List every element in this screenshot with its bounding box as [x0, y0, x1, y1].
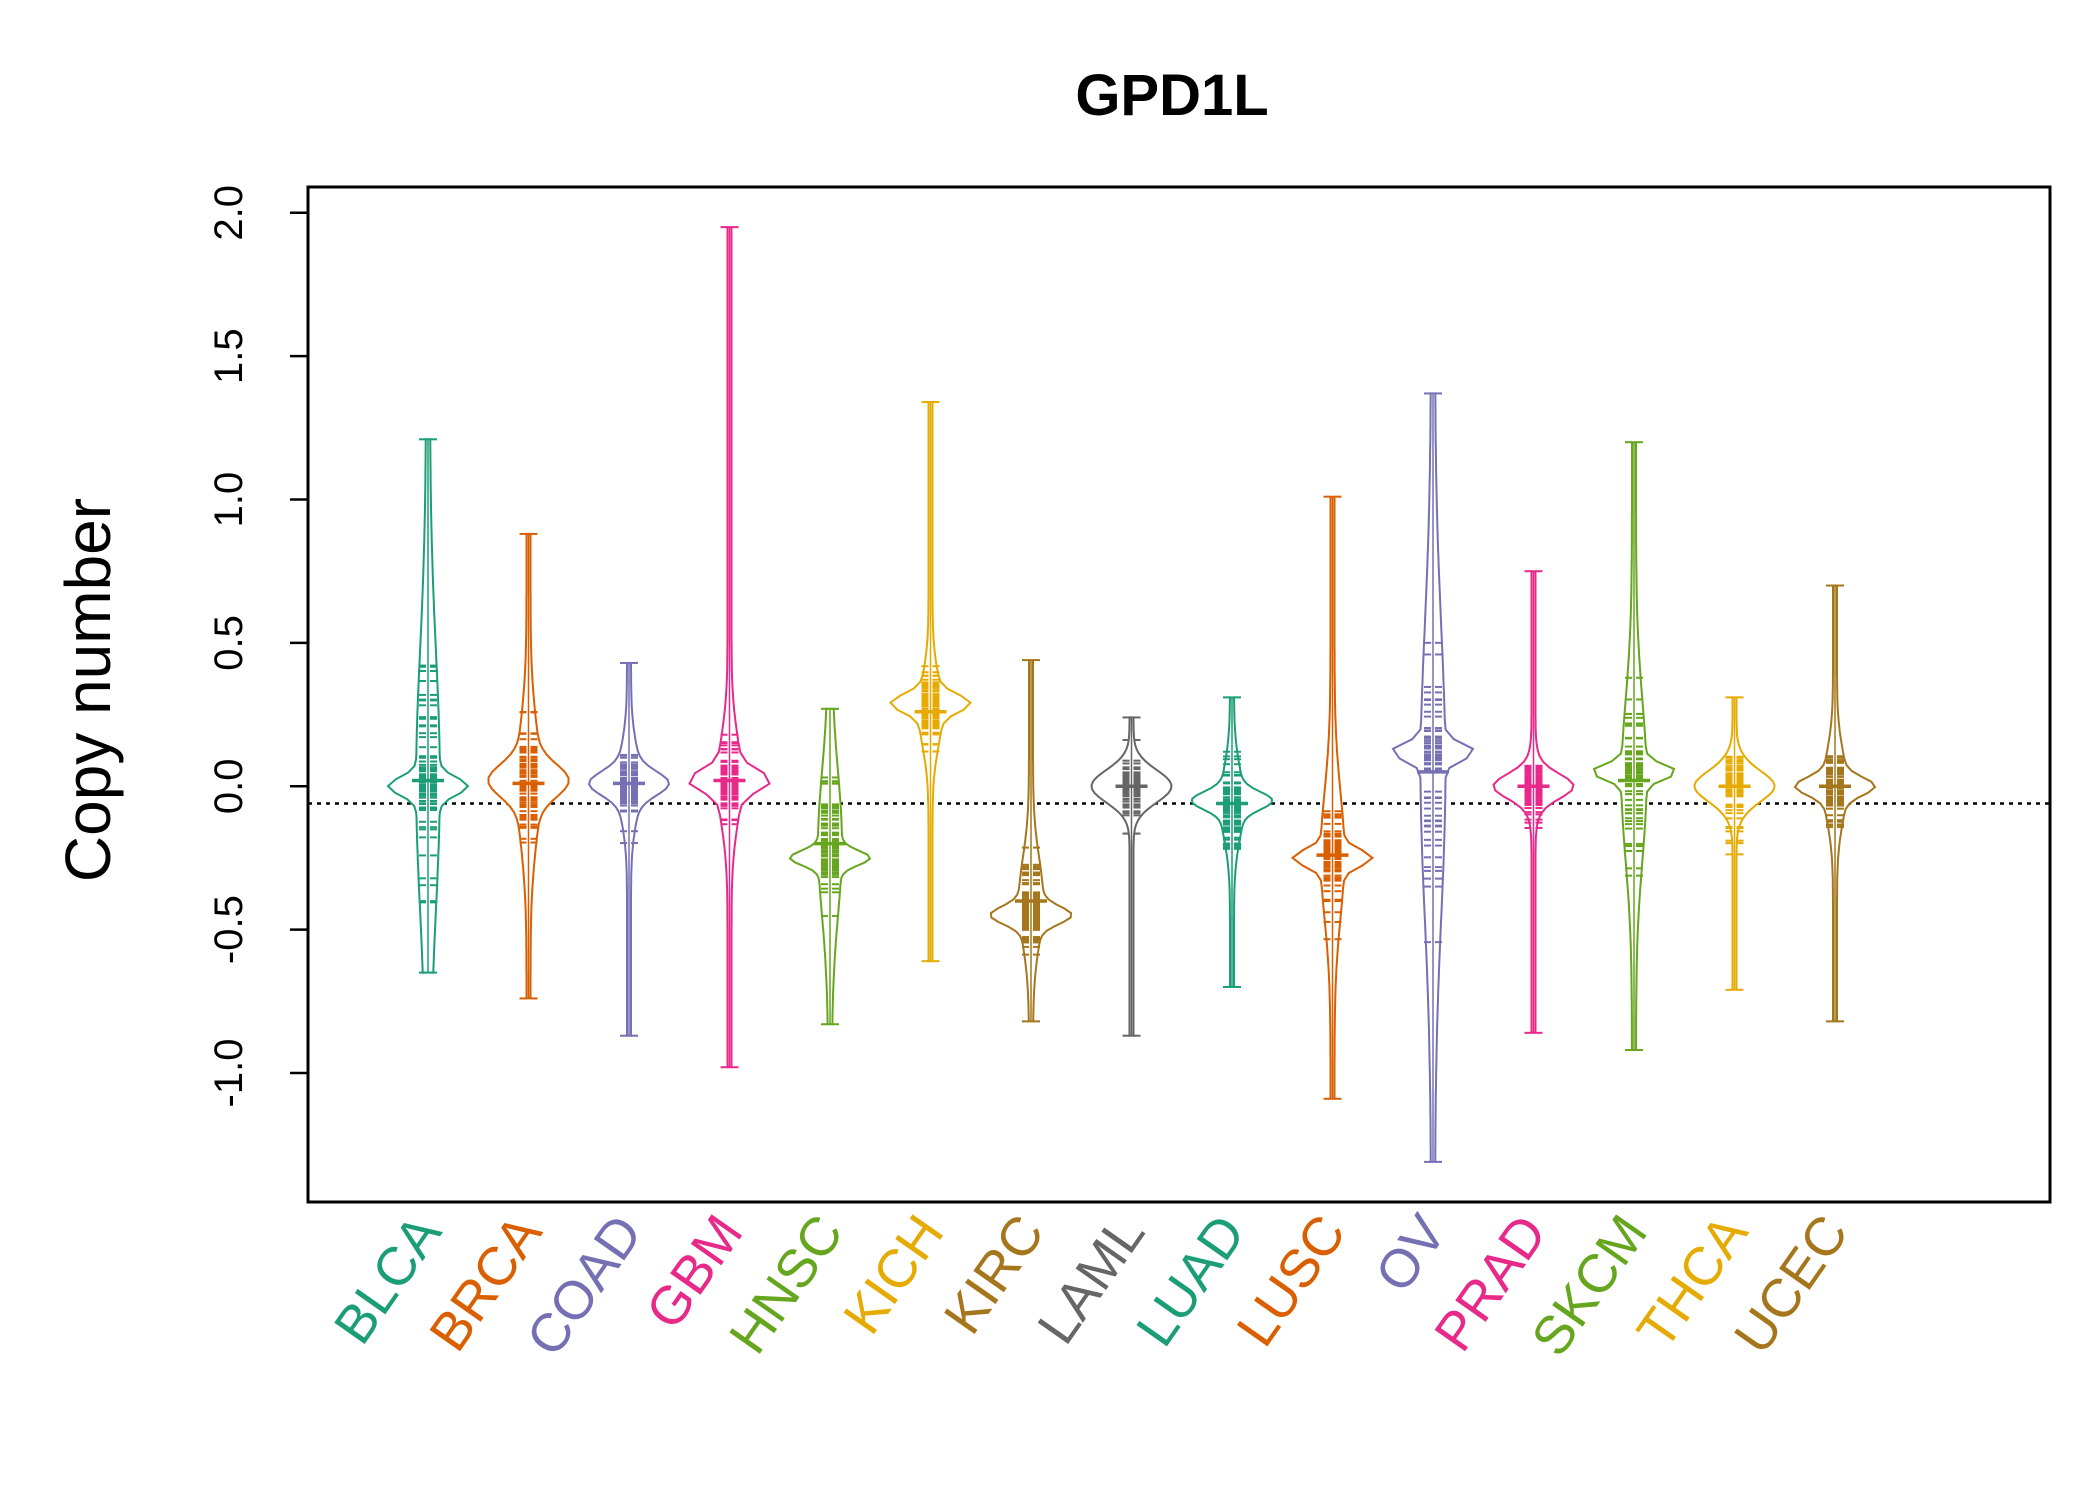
bean-ov	[1391, 392, 1475, 1163]
chart-title: GPD1L	[1075, 63, 1268, 128]
x-tick-label-luad: LUAD	[1125, 1204, 1257, 1356]
plot-frame	[306, 185, 2052, 1204]
x-tick-label-kich: KICH	[832, 1204, 955, 1344]
y-tick-label: -1.0	[207, 1039, 251, 1108]
y-tick-label: 0.5	[207, 615, 251, 671]
bean-kirc	[989, 659, 1073, 1023]
x-tick-label-ov: OV	[1364, 1204, 1458, 1302]
bean-gbm	[688, 226, 771, 1069]
bean-coad	[587, 661, 671, 1037]
bean-thca	[1693, 696, 1776, 991]
bean-prad	[1492, 570, 1575, 1034]
y-tick-label: -0.5	[207, 895, 251, 964]
bean-ucec	[1793, 584, 1877, 1023]
x-tick-label-lusc: LUSC	[1226, 1204, 1358, 1356]
y-tick-label: 1.0	[207, 472, 251, 528]
y-tick-label: 0.0	[207, 758, 251, 814]
bean-skcm	[1592, 441, 1676, 1052]
plot-area	[308, 226, 2050, 1163]
bean-luad	[1190, 696, 1274, 988]
y-tick-label: 1.5	[207, 328, 251, 384]
bean-hnsc	[788, 707, 872, 1026]
y-tick-label: 2.0	[207, 185, 251, 241]
bean-brca	[487, 532, 570, 1000]
x-tick-label-laml: LAML	[1026, 1204, 1156, 1354]
bean-blca	[386, 438, 470, 974]
y-axis-label: Copy number	[52, 498, 124, 882]
bean-laml	[1090, 716, 1173, 1037]
bean-kich	[888, 401, 973, 963]
bean-lusc	[1290, 495, 1375, 1100]
